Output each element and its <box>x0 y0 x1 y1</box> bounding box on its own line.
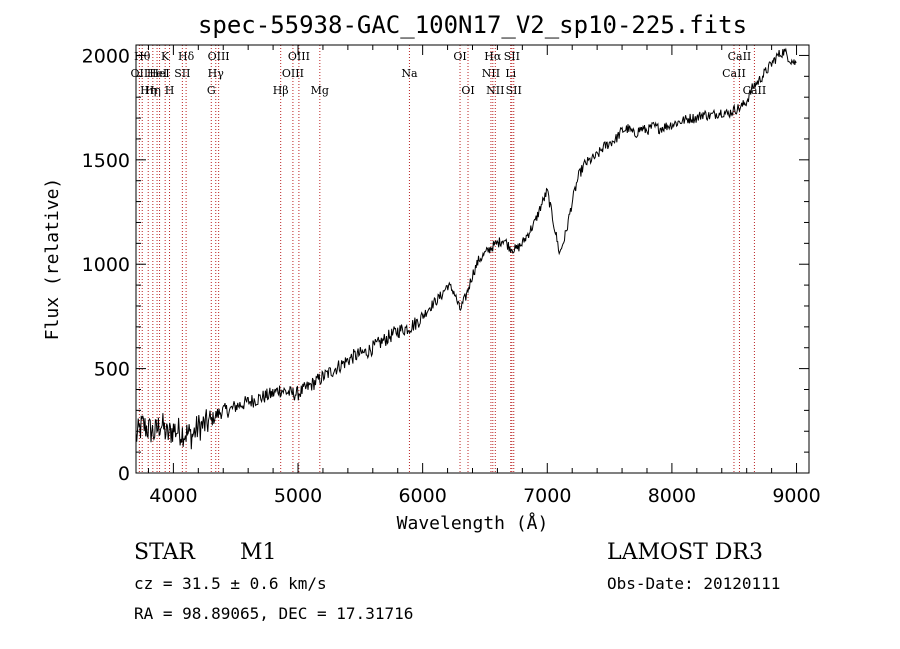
object-class: STAR <box>134 540 195 565</box>
x-tick-label: 6000 <box>398 485 446 507</box>
spectral-line-label: Hθ <box>134 50 151 63</box>
spectral-line-label: OI <box>461 84 474 97</box>
y-tick-label: 500 <box>94 359 130 381</box>
spectral-line-label: OI <box>453 50 466 63</box>
chart-title: spec-55938-GAC_100N17_V2_sp10-225.fits <box>198 11 747 39</box>
spectral-line-label: NII <box>486 84 504 97</box>
coordinates: RA = 98.89065, DEC = 17.31716 <box>134 604 414 623</box>
y-axis-label: Flux (relative) <box>42 178 63 341</box>
flux-series-line <box>135 47 797 450</box>
x-tick-label: 9000 <box>772 485 820 507</box>
object-subclass: M1 <box>240 540 277 565</box>
y-tick-label: 0 <box>118 463 130 485</box>
y-tick-label: 1500 <box>82 150 130 172</box>
spectral-line-label: OIII <box>282 67 304 80</box>
spectral-line-label: CaII <box>728 50 752 63</box>
spectral-line-label: Hη <box>140 84 156 97</box>
spectral-line-label: OIII <box>208 50 230 63</box>
x-tick-label: 4000 <box>149 485 197 507</box>
spectral-line-label: NII <box>482 67 500 80</box>
spectral-line-label: SII <box>504 50 520 63</box>
spectral-line-label: Hα <box>484 50 502 63</box>
spectral-line-label: HeI <box>147 67 167 80</box>
y-tick-label: 1000 <box>82 254 130 276</box>
x-tick-label: 8000 <box>648 485 696 507</box>
spectral-line-label: CaII <box>743 84 767 97</box>
obs-date: Obs-Date: 20120111 <box>607 574 781 593</box>
x-axis-label: Wavelength (Å) <box>397 512 549 534</box>
y-tick-label: 2000 <box>82 45 130 67</box>
spectral-line-label: SII <box>174 67 190 80</box>
spectral-line-label: Li <box>505 67 516 80</box>
spectral-line-label: Hγ <box>208 67 225 80</box>
spectral-line-label: Mg <box>311 84 329 97</box>
spectral-line-label: SII <box>506 84 522 97</box>
spectral-line-label: H <box>165 84 175 97</box>
x-tick-label: 7000 <box>523 485 571 507</box>
survey-name: LAMOST DR3 <box>607 540 763 565</box>
spectral-line-label: CaII <box>722 67 746 80</box>
spectral-line-label: K <box>161 50 170 63</box>
spectral-line-label: G <box>207 84 216 97</box>
spectral-line-label: OII <box>131 67 149 80</box>
x-tick-label: 5000 <box>274 485 322 507</box>
spectral-line-label: Na <box>401 67 418 80</box>
spectral-line-label: Hδ <box>178 50 195 63</box>
spectral-line-label: OIII <box>288 50 310 63</box>
spectral-line-label: Hη <box>145 84 161 97</box>
spectral-line-label: Hβ <box>273 84 289 97</box>
redshift-value: cz = 31.5 ± 0.6 km/s <box>134 574 327 593</box>
spectral-line-label: HeI <box>149 67 169 80</box>
